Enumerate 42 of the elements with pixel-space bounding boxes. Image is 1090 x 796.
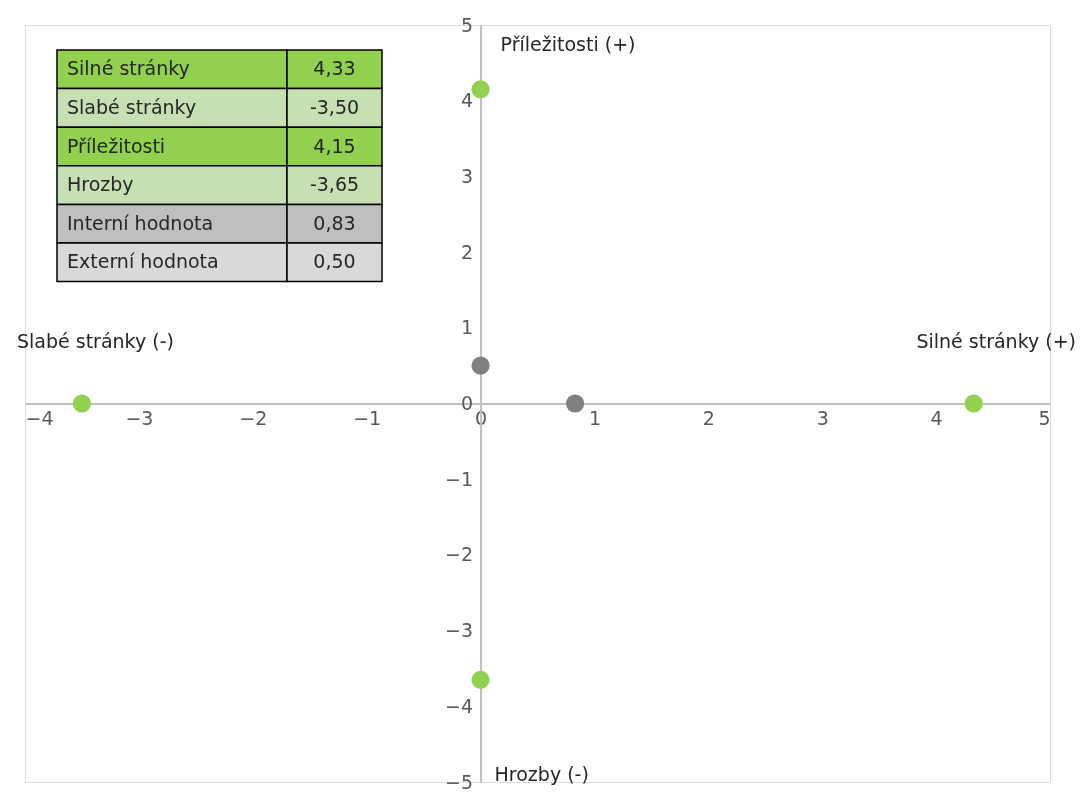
x-tick-label: 1	[588, 407, 601, 429]
y-tick-label: 5	[460, 13, 474, 36]
point	[471, 356, 490, 375]
annotation: Příležitosti	[67, 134, 166, 157]
annotation: Slabé stránky	[67, 95, 197, 118]
y-tick-label: −4	[445, 694, 474, 717]
y-tick-label: −1	[445, 467, 474, 490]
annotation: 4,33	[313, 57, 356, 80]
y-tick-label: 3	[460, 164, 474, 187]
annotation: Hrozby	[67, 173, 134, 196]
point	[964, 394, 983, 413]
annotation: 0,83	[313, 211, 356, 234]
y-tick-label: 2	[460, 240, 474, 263]
x-tick-label: 3	[816, 407, 829, 429]
annotation: Příležitosti (+)	[500, 33, 636, 55]
annotation: 0,50	[313, 250, 356, 273]
annotation: -3,65	[309, 173, 360, 196]
annotation: 4,15	[313, 134, 356, 157]
y-tick-label: −2	[445, 543, 474, 566]
x-tick-label: −2	[239, 407, 268, 429]
x-tick-label: −3	[125, 407, 154, 429]
y-tick-label: −5	[445, 770, 474, 793]
x-tick-label: −4	[25, 407, 54, 429]
point	[471, 670, 490, 689]
y-tick-label: 4	[460, 89, 474, 112]
x-tick-label: 2	[702, 407, 715, 429]
annotation: Silné stránky	[67, 57, 190, 80]
y-tick-label: −3	[445, 619, 474, 642]
annotation: Externí hodnota	[67, 250, 219, 273]
annotation: Interní hodnota	[67, 211, 214, 234]
point	[471, 80, 490, 99]
annotation: -3,50	[309, 95, 360, 118]
annotation: Slabé stránky (-)	[17, 329, 174, 352]
x-tick-label: 5	[1038, 407, 1051, 429]
x-tick-label: 4	[930, 407, 943, 429]
annotation: Silné stránky (+)	[916, 329, 1076, 352]
y-tick-label: 1	[460, 316, 474, 339]
annotation: Hrozby (-)	[494, 763, 589, 785]
x-tick-label: −1	[353, 407, 382, 429]
y-tick-label: 0	[460, 392, 474, 414]
point	[566, 394, 585, 413]
point	[72, 394, 92, 413]
